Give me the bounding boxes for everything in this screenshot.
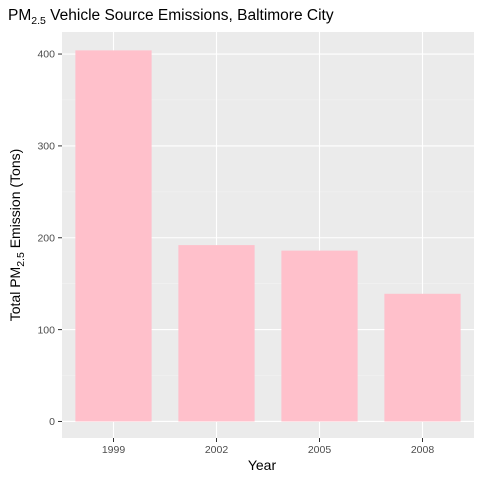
y-tick-label: 400 [37, 49, 55, 61]
chart-title: PM2.5 Vehicle Source Emissions, Baltimor… [8, 7, 334, 27]
y-axis-title: Total PM2.5 Emission (Tons) [7, 149, 27, 322]
y-tick-label: 100 [37, 324, 55, 336]
bar-1999 [75, 50, 152, 422]
bar-2002 [178, 245, 255, 422]
y-tick-label: 0 [49, 416, 55, 428]
y-tick-label: 300 [37, 141, 55, 153]
bars [75, 50, 461, 422]
x-tick-label: 2008 [411, 444, 435, 456]
x-tick-label: 2005 [308, 444, 332, 456]
y-axis: 0 100 200 300 400 [37, 49, 62, 428]
x-tick-label: 1999 [102, 444, 126, 456]
x-axis-title: Year [248, 457, 277, 473]
x-axis: 1999 2002 2005 2008 [102, 438, 435, 456]
y-tick-label: 200 [37, 232, 55, 244]
bar-2008 [384, 293, 461, 422]
bar-2005 [281, 250, 358, 422]
x-tick-label: 2002 [205, 444, 229, 456]
